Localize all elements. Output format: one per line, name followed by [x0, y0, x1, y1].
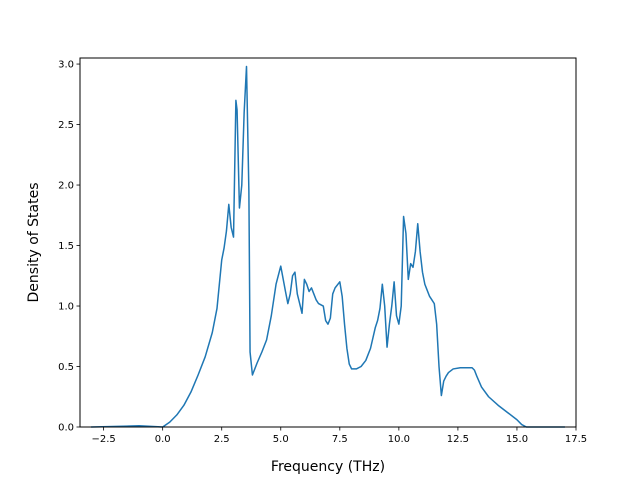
y-tick-label: 2.5 [58, 120, 74, 131]
y-tick-label: 2.0 [58, 181, 74, 192]
y-axis-label: Density of States [26, 183, 42, 303]
y-tick-label: 1.5 [58, 241, 74, 252]
axes-frame [79, 57, 577, 428]
plot-area [91, 65, 565, 428]
x-tick-label: −2.5 [91, 434, 115, 445]
x-tick-label: 12.5 [447, 434, 469, 445]
x-tick-label: 7.5 [332, 434, 348, 445]
x-tick-label: 17.5 [565, 434, 587, 445]
y-axis-ticks: 0.0 0.5 1.0 1.5 2.0 2.5 3.0 [58, 60, 80, 434]
dos-series-line-0 [91, 65, 565, 428]
y-tick-label: 0.0 [58, 423, 74, 434]
x-axis-ticks: −2.5 0.0 2.5 5.0 7.5 10.0 12.5 15.0 17.5 [91, 427, 587, 445]
x-tick-label: 10.0 [388, 434, 410, 445]
x-axis-label: Frequency (THz) [271, 459, 385, 475]
y-tick-label: 0.5 [58, 362, 74, 373]
x-tick-label: 5.0 [273, 434, 289, 445]
x-tick-label: 2.5 [214, 434, 230, 445]
x-tick-label: 15.0 [506, 434, 528, 445]
x-tick-label: 0.0 [155, 434, 171, 445]
y-tick-label: 1.0 [58, 302, 74, 313]
y-tick-label: 3.0 [58, 60, 74, 71]
